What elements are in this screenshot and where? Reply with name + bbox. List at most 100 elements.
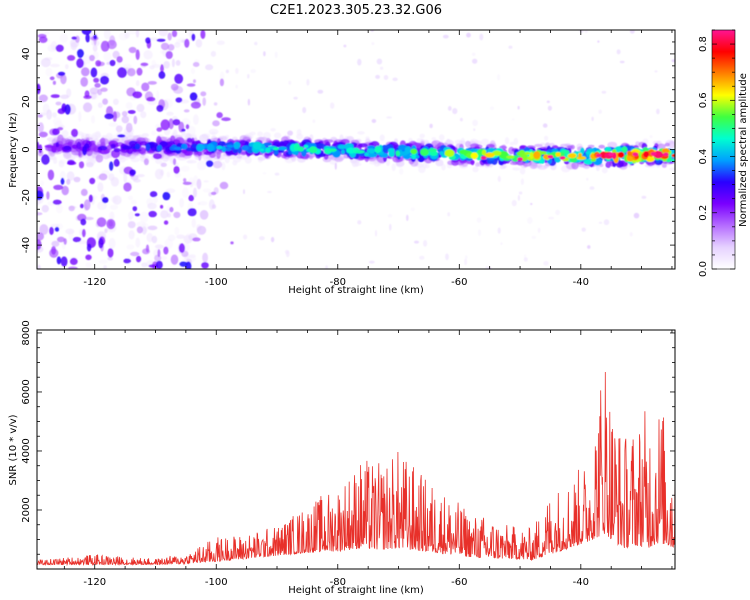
spectrogram-cell — [84, 90, 90, 98]
spectrogram-cell — [664, 142, 670, 147]
spectrogram-cell — [431, 137, 437, 141]
spectrogram-panel: -120 -100 -80 -60 -40 -40 -20 0 20 40 Height of … — [8, 29, 676, 296]
spectrogram-cell — [383, 75, 389, 80]
spectrogram-cell — [581, 227, 586, 232]
spectrogram-cell — [374, 146, 382, 153]
colorbar-label: Normalized spectral amplitude — [738, 73, 749, 227]
spectrogram-cell — [127, 30, 137, 35]
spectrogram-cell — [160, 210, 169, 219]
spectrogram-cell — [94, 83, 101, 88]
spectrogram-cell — [472, 58, 478, 64]
spectrogram-cell — [56, 203, 63, 214]
spectrogram-cell — [85, 262, 92, 268]
spectrogram-cell — [464, 255, 468, 260]
spectrogram-cell — [103, 51, 112, 62]
spectrogram-cell — [154, 254, 162, 262]
snr-plot-area — [37, 371, 675, 567]
spectrogram-cell — [130, 251, 140, 257]
snr-frame — [36, 329, 676, 570]
spectrogram-cell — [379, 66, 384, 70]
snr-series-line — [37, 371, 675, 567]
spectrogram-cell — [509, 141, 515, 146]
spectrogram-cell — [162, 191, 171, 201]
spectrogram-cell — [656, 108, 660, 115]
spectrogram-cell — [607, 141, 618, 149]
spectrogram-cell — [508, 45, 513, 49]
spectrogram-cell — [113, 98, 119, 106]
spectrogram-cell — [71, 36, 77, 40]
x-tick-label: -120 — [83, 577, 106, 588]
spectrogram-cell — [534, 143, 543, 148]
spectrogram-cell — [429, 150, 438, 156]
spectrogram-cell — [127, 68, 136, 77]
spectrogram-cell — [279, 140, 285, 146]
spectrogram-cell — [139, 211, 149, 223]
spectrogram-cell — [135, 143, 141, 150]
spectrogram-cell — [669, 167, 675, 171]
spectrogram-cell — [63, 238, 67, 245]
spectrogram-cell — [364, 152, 369, 157]
spectrogram-cell — [154, 244, 164, 249]
spectrogram-cell — [60, 74, 67, 85]
spectrogram-cell — [517, 157, 524, 161]
spectrogram-cell — [38, 144, 43, 154]
spectrogram-cell — [235, 84, 238, 89]
spectrogram-cell — [379, 134, 385, 142]
spectrogram-cell — [548, 216, 555, 220]
spectrogram-cell — [174, 226, 180, 236]
spectrogram-cell — [55, 44, 64, 52]
spectrogram-cell — [110, 143, 116, 149]
spectrogram-cell — [191, 33, 196, 41]
spectrogram-cell — [183, 178, 187, 183]
x-tick-label: -60 — [451, 577, 467, 588]
spectrogram-cell — [567, 153, 577, 159]
spectrogram-cell — [109, 161, 114, 171]
spectrogram-cell — [247, 74, 250, 79]
spectrogram-cell — [288, 80, 292, 85]
spectrogram-cell — [54, 226, 60, 232]
spectrogram-cell — [671, 59, 675, 63]
spectrogram-cell — [524, 151, 530, 155]
spectrogram-cell — [603, 219, 610, 226]
spectrogram-cell — [58, 160, 65, 168]
spectrogram-cell — [249, 131, 256, 136]
spectrogram-cell — [136, 226, 143, 234]
snr-x-ticks: -120 -100 -80 -60 -40 — [63, 330, 673, 588]
spectrogram-cell — [212, 160, 223, 169]
spectrogram-cell — [219, 181, 229, 190]
spectrogram-cell — [89, 177, 96, 185]
spectrogram-cell — [386, 158, 390, 167]
spectrogram-cell — [473, 128, 476, 132]
spectrogram-cell — [366, 148, 376, 154]
spectrogram-cell — [158, 71, 166, 79]
spectrogram-cell — [81, 229, 86, 238]
spectrogram-cell — [273, 141, 281, 148]
spectrogram-cell — [330, 102, 335, 109]
spectrogram-cell — [598, 109, 602, 114]
spectrogram-cell — [136, 103, 145, 113]
spectrogram-cell — [597, 40, 600, 43]
spectrogram-cell — [95, 154, 104, 163]
spectrogram-cell — [49, 76, 55, 81]
spectrogram-cell — [216, 145, 223, 150]
x-tick-label: -100 — [205, 277, 228, 288]
spectrogram-cell — [78, 161, 85, 169]
spectrogram-cell — [165, 51, 173, 59]
spectrogram-cell — [66, 171, 75, 181]
spectrogram-cell — [605, 161, 611, 168]
spectrogram-cell — [608, 152, 615, 157]
spectrogram-cell — [438, 134, 445, 141]
colorbar-tick-label: 0.8 — [698, 36, 709, 52]
spectrogram-cell — [263, 142, 272, 146]
spectrogram-cell — [265, 147, 271, 153]
spectrogram-cell — [85, 254, 92, 261]
x-tick-label: -60 — [451, 277, 467, 288]
spectrogram-cell — [303, 144, 309, 149]
spectrogram-cell — [517, 194, 521, 201]
y-tick-label: 6000 — [21, 379, 32, 404]
spectrogram-cell — [132, 206, 138, 212]
spectrogram-cell — [661, 163, 667, 168]
spectrogram-cell — [633, 212, 640, 219]
spectrogram-cell — [511, 118, 515, 121]
spectrogram-cell — [583, 159, 593, 165]
